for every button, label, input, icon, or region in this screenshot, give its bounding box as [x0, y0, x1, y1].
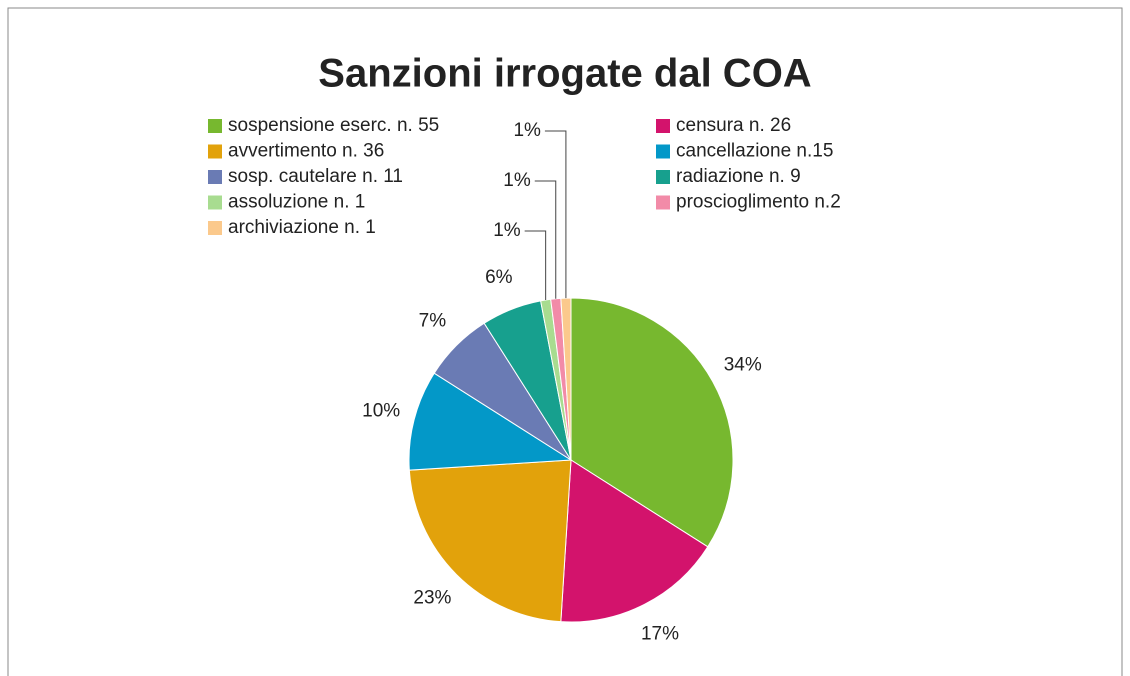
- legend-label: censura n. 26: [676, 115, 791, 136]
- legend-label: sospensione eserc. n. 55: [228, 115, 439, 136]
- chart-border: [7, 7, 1123, 676]
- pie-slice: [560, 297, 572, 461]
- leader-line: [524, 230, 547, 300]
- legend-swatch: [656, 144, 670, 159]
- legend-swatch: [208, 195, 222, 210]
- leader-line: [544, 130, 567, 299]
- legend-swatch: [208, 144, 222, 159]
- data-label: 1%: [493, 220, 521, 241]
- data-label: 1%: [503, 170, 531, 191]
- legend-label: assoluzione n. 1: [228, 192, 365, 213]
- chart-title: Sanzioni irrogate dal COA: [318, 52, 811, 96]
- data-label: 6%: [485, 267, 513, 288]
- data-label: 7%: [419, 310, 447, 331]
- legend-swatch: [656, 195, 670, 210]
- data-label: 1%: [513, 120, 541, 141]
- legend-label: cancellazione n.15: [676, 141, 833, 162]
- legend-swatch: [656, 119, 670, 133]
- legend-label: radiazione n. 9: [676, 166, 801, 187]
- legend-swatch: [208, 170, 222, 184]
- data-label: 34%: [724, 355, 762, 376]
- legend-label: archiviazione n. 1: [228, 217, 376, 238]
- legend-label: sosp. cautelare n. 11: [228, 166, 403, 187]
- data-label: 10%: [362, 400, 400, 421]
- legend-label: proscioglimento n.2: [676, 192, 841, 213]
- legend-swatch: [208, 221, 222, 235]
- pie-slice: [570, 297, 734, 548]
- legend-swatch: [208, 119, 222, 133]
- leader-line: [534, 180, 557, 299]
- pie-slice: [560, 459, 709, 623]
- pie-slice: [408, 372, 573, 471]
- legend-label: avvertimento n. 36: [228, 141, 384, 162]
- pie-slice: [408, 459, 572, 623]
- data-label: 17%: [641, 624, 679, 645]
- data-label: 23%: [413, 588, 451, 609]
- legend-swatch: [656, 170, 670, 184]
